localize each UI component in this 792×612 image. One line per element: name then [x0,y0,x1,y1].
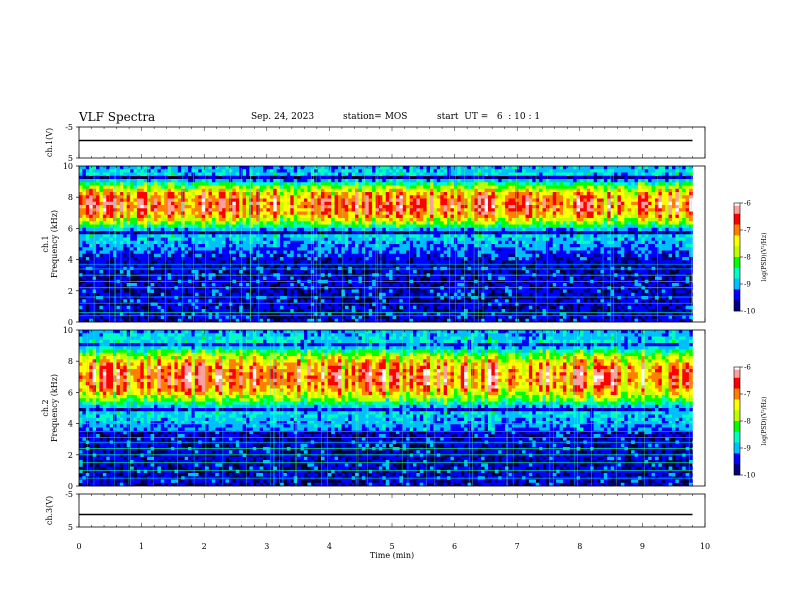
y-tick-label: 4 [68,256,73,265]
y-axis-channel-label: ch.1 [41,235,50,252]
y-axis-label: Frequency (kHz) [50,374,59,442]
panel-frame [78,493,706,528]
y-tick-label: 10 [63,326,73,335]
colorbar-tick-label: -9 [744,281,751,289]
y-tick-label: 8 [68,357,73,366]
y-tick-label: -5 [65,490,73,499]
date-label: Sep. 24, 2023 [251,112,315,122]
colorbar-ch2-spectrogram [733,366,743,476]
y-tick-label: 0 [68,318,73,327]
colorbar-tick-label: -10 [744,308,755,316]
y-axis-channel-label: ch.2 [41,399,50,416]
y-tick-label: 6 [68,224,73,233]
station-label: station= MOS [343,112,408,122]
y-axis-label: ch.3(V) [45,496,54,525]
y-axis-label: ch.1(V) [45,128,54,157]
colorbar-ch1-spectrogram [733,202,743,312]
colorbar-label: log(PSD)(V²/Hz) [761,397,768,446]
x-tick-label: 10 [700,542,710,551]
x-tick-label: 4 [327,542,332,551]
y-tick-label: 2 [68,451,73,460]
y-tick-label: 8 [68,193,73,202]
x-tick-label: 5 [389,542,394,551]
y-tick-label: -5 [65,123,73,132]
colorbar-tick-label: -10 [744,472,755,480]
y-axis-label: Frequency (kHz) [50,210,59,278]
ch2-spectrogram-pixels [79,330,693,487]
x-tick-label: 9 [640,542,645,551]
x-tick-label: 7 [515,542,520,551]
colorbar-tick-label: -8 [744,254,751,262]
y-tick-label: 5 [68,523,73,532]
ch1-spectrogram-pixels [79,166,693,323]
colorbar-tick-label: -6 [744,200,751,208]
colorbar-tick-label: -9 [744,445,751,453]
y-tick-label: 5 [68,154,73,163]
y-tick-label: 6 [68,388,73,397]
x-tick-label: 0 [76,542,81,551]
colorbar-tick-label: -7 [744,391,751,399]
x-tick-label: 8 [577,542,582,551]
y-tick-label: 10 [63,162,73,171]
colorbar-tick-label: -6 [744,364,751,372]
x-tick-label: 1 [139,542,144,551]
y-tick-label: 4 [68,420,73,429]
figure-title: VLF Spectra [79,110,156,124]
y-tick-label: 2 [68,287,73,296]
colorbar-label: log(PSD)(V²/Hz) [761,233,768,282]
y-tick-label: 0 [68,482,73,491]
start-time-label: start UT = 6 : 10 : 1 [437,112,541,122]
x-tick-label: 6 [452,542,457,551]
colorbar-tick-label: -8 [744,418,751,426]
panel-frame [78,126,706,159]
x-tick-label: 2 [202,542,207,551]
x-axis-label: Time (min) [370,551,414,560]
colorbar-tick-label: -7 [744,227,751,235]
x-tick-label: 3 [264,542,269,551]
